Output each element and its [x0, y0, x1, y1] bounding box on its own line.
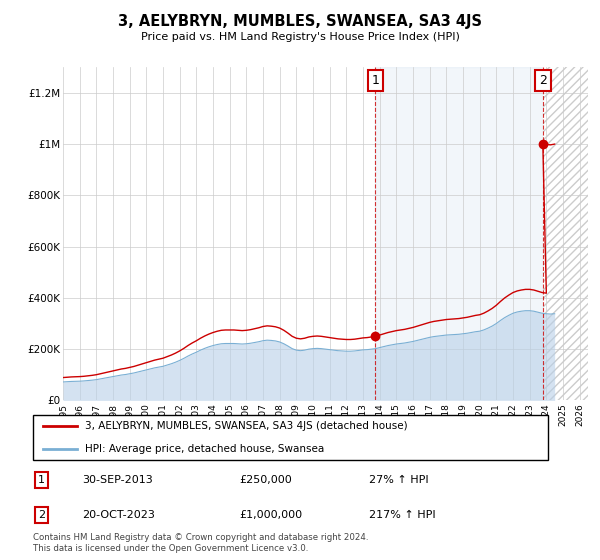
- Text: Contains HM Land Registry data © Crown copyright and database right 2024.
This d: Contains HM Land Registry data © Crown c…: [33, 533, 368, 553]
- Text: 30-SEP-2013: 30-SEP-2013: [82, 475, 153, 486]
- Text: 3, AELYBRYN, MUMBLES, SWANSEA, SA3 4JS: 3, AELYBRYN, MUMBLES, SWANSEA, SA3 4JS: [118, 14, 482, 29]
- Text: 1: 1: [371, 74, 379, 87]
- Bar: [376, 67, 543, 400]
- Text: £250,000: £250,000: [239, 475, 292, 486]
- Text: 1: 1: [38, 475, 45, 486]
- Text: 20-OCT-2023: 20-OCT-2023: [82, 510, 155, 520]
- Text: 217% ↑ HPI: 217% ↑ HPI: [370, 510, 436, 520]
- Text: 2: 2: [539, 74, 547, 87]
- Text: £1,000,000: £1,000,000: [239, 510, 302, 520]
- Text: Price paid vs. HM Land Registry's House Price Index (HPI): Price paid vs. HM Land Registry's House …: [140, 32, 460, 43]
- Text: 3, AELYBRYN, MUMBLES, SWANSEA, SA3 4JS (detached house): 3, AELYBRYN, MUMBLES, SWANSEA, SA3 4JS (…: [85, 421, 407, 431]
- Text: 27% ↑ HPI: 27% ↑ HPI: [370, 475, 429, 486]
- FancyBboxPatch shape: [32, 415, 548, 460]
- Text: 2: 2: [38, 510, 45, 520]
- Text: HPI: Average price, detached house, Swansea: HPI: Average price, detached house, Swan…: [85, 444, 324, 454]
- Bar: [543, 67, 588, 400]
